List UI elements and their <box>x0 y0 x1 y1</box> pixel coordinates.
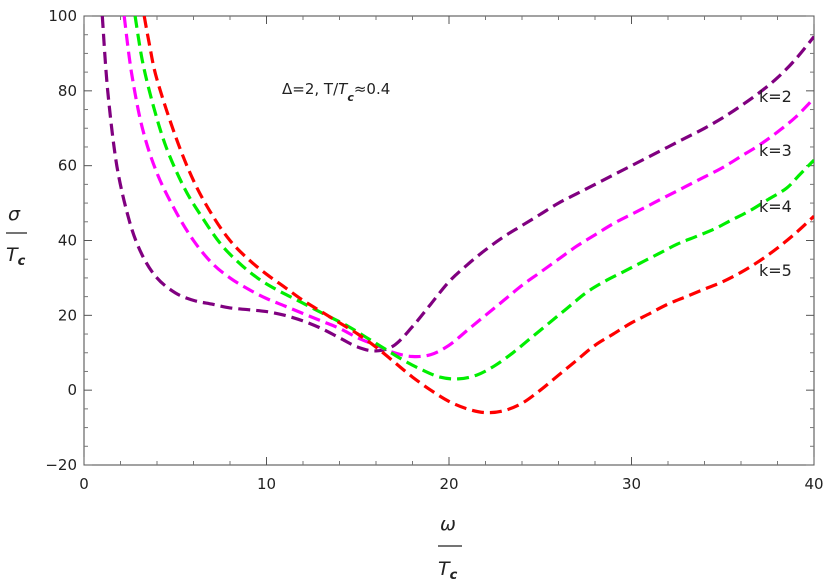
y-tick-label: 100 <box>48 7 77 25</box>
x-tick-label: 20 <box>439 475 458 493</box>
x-tick-label: 30 <box>622 475 641 493</box>
annotation-text: Δ=2, T/Tc≈0.4 <box>282 80 390 104</box>
y-tick-label: 0 <box>67 381 77 399</box>
x-tick-label: 10 <box>257 475 276 493</box>
y-tick-label: −20 <box>45 456 77 474</box>
y-tick-label: 40 <box>58 232 77 250</box>
x-tick-label: 40 <box>804 475 823 493</box>
y-label-bottom: Tc <box>6 244 26 269</box>
series-line-k2 <box>100 16 814 353</box>
x-label-bottom: Tc <box>438 558 458 583</box>
series-line-k5 <box>142 16 814 415</box>
series-line-k4 <box>133 16 814 381</box>
x-tick-label: 0 <box>79 475 89 493</box>
y-tick-label: 80 <box>58 82 77 100</box>
x-axis-label: ω Tc <box>438 513 462 583</box>
series-label-k3: k=3 <box>759 141 792 160</box>
y-label-top: σ <box>8 203 21 225</box>
y-axis-label: σ Tc <box>6 203 27 269</box>
series-layer <box>100 16 814 415</box>
series-label-k5: k=5 <box>759 261 792 280</box>
series-line-k3 <box>122 16 814 359</box>
y-tick-label: 60 <box>58 157 77 175</box>
y-tick-label: 20 <box>58 306 77 324</box>
x-label-top: ω <box>440 513 456 535</box>
series-label-k4: k=4 <box>759 197 792 216</box>
series-label-k2: k=2 <box>759 87 792 106</box>
series-labels: k=2 k=3 k=4 k=5 <box>759 87 792 280</box>
